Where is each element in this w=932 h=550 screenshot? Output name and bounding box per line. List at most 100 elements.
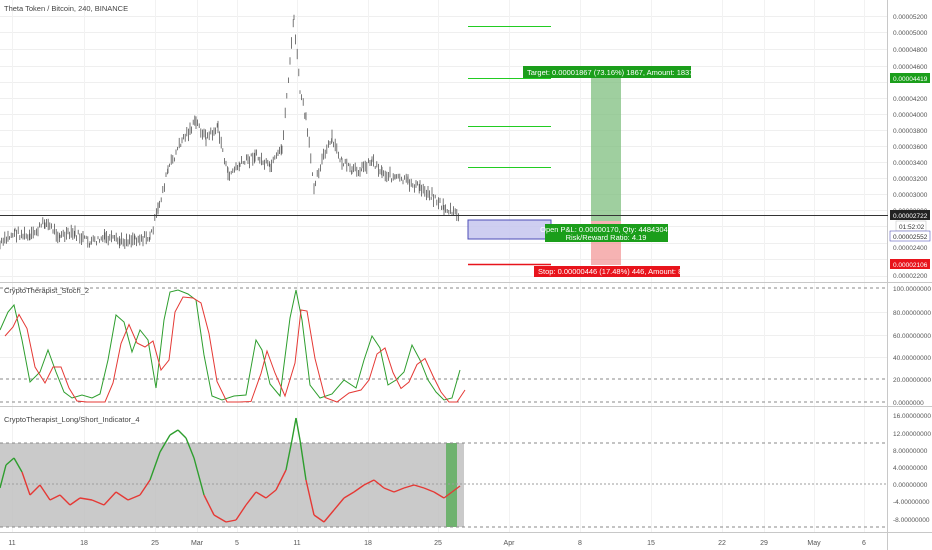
longshort-axis-label: 12.00000000 (893, 431, 931, 438)
time-label: 18 (364, 540, 372, 547)
open-pl-box[interactable] (545, 224, 668, 242)
stoch-axis-label: 20.00000000 (893, 377, 931, 384)
time-label: Mar (191, 540, 204, 547)
longshort-axis-label: -4.00000000 (893, 499, 930, 506)
horizontal-target-lines[interactable] (468, 26, 551, 168)
entry-price-tag (889, 230, 931, 242)
price-label: 0.00003400 (893, 160, 928, 167)
longshort-segment (353, 484, 365, 493)
longshort-axis-label: 0.00000000 (893, 482, 928, 489)
longshort-segment (103, 491, 117, 506)
stoch-title: CryptoTherapist_Stoch_2 (4, 286, 89, 295)
longshort-segment (5, 457, 15, 466)
longshort-line (0, 417, 461, 523)
longshort-segment (203, 494, 215, 516)
price-label: 0.00005200 (893, 14, 928, 21)
longshort-segment (115, 491, 129, 501)
longshort-segment (363, 479, 375, 486)
time-label: 8 (578, 540, 582, 547)
stop-label-box[interactable] (534, 266, 680, 277)
long-signal-bar (446, 443, 457, 527)
longshort-segment (139, 479, 151, 496)
longshort-axis-label: 8.00000000 (893, 448, 928, 455)
time-label: 25 (151, 540, 159, 547)
stoch-axis-label: 40.00000000 (893, 355, 931, 362)
time-label: 25 (434, 540, 442, 547)
risk-reward-label: Risk/Reward Ratio: 4.19 (566, 233, 647, 242)
price-pane[interactable] (0, 0, 888, 282)
longshort-axis[interactable]: 16.00000000 12.00000000 8.00000000 4.000… (893, 413, 931, 524)
time-label: May (807, 540, 821, 547)
entry-box[interactable] (467, 219, 552, 240)
longshort-segment (59, 494, 71, 506)
longshort-segment (29, 484, 41, 496)
longshort-segment (177, 429, 187, 439)
stoch-axis-label: 0.0000000 (893, 400, 924, 407)
stop-price-tag-text: 0.00002106 (893, 262, 928, 269)
last-price-tag (890, 210, 930, 220)
last-price-tag-text: 0.00002722 (893, 213, 928, 220)
longshort-segment (213, 514, 227, 523)
longshort-segment (333, 497, 345, 511)
time-label: 5 (235, 540, 239, 547)
longshort-axis-label: 16.00000000 (893, 413, 931, 420)
longshort-segment (443, 491, 453, 499)
stoch-axis-label: 80.00000000 (893, 310, 931, 317)
longshort-segment (13, 457, 23, 473)
longshort-segment (149, 451, 161, 481)
price-label: 0.00004600 (893, 64, 928, 71)
time-label: 18 (80, 540, 88, 547)
longshort-segment (393, 487, 405, 493)
longshort-segment (235, 504, 247, 521)
longshort-segment (185, 437, 195, 459)
price-label: 0.00003000 (893, 192, 928, 199)
stop-price-tag (890, 259, 930, 269)
profit-zone[interactable] (591, 78, 621, 221)
longshort-segment (291, 417, 297, 441)
longshort-segment (295, 417, 301, 441)
longshort-range-zone (0, 443, 464, 527)
stoch-axis[interactable]: 100.0000000 80.00000000 60.00000000 40.0… (893, 286, 931, 407)
longshort-axis-label: -8.00000000 (893, 517, 930, 524)
time-label: 29 (760, 540, 768, 547)
time-label: 15 (647, 540, 655, 547)
target-price-tag-text: 0.00004419 (893, 76, 928, 83)
longshort-title: CryptoTherapist_Long/Short_Indicator_4 (4, 415, 140, 424)
price-label: 0.00005000 (893, 30, 928, 37)
longshort-segment (39, 484, 51, 501)
longshort-segment (323, 509, 335, 523)
longshort-segment (373, 479, 385, 489)
longshort-segment (127, 494, 141, 501)
longshort-segment (69, 497, 81, 506)
longshort-segment (451, 485, 461, 493)
price-label: 0.00003600 (893, 144, 928, 151)
longshort-segment (403, 484, 415, 489)
time-label: Apr (504, 540, 516, 547)
longshort-segment (0, 464, 7, 489)
price-label: 0.00002400 (893, 245, 928, 252)
longshort-segment (305, 479, 315, 516)
stoch-pane[interactable] (0, 283, 888, 406)
stoch-axis-label: 60.00000000 (893, 333, 931, 340)
target-label: Target: 0.00001867 (73.16%) 1867, Amount… (527, 68, 704, 77)
stop-label: Stop: 0.00000446 (17.48%) 446, Amount: 8… (538, 267, 691, 276)
stoch-d-line (4, 296, 466, 403)
longshort-segment (383, 487, 395, 493)
time-label: 6 (862, 540, 866, 547)
target-label-box[interactable] (523, 66, 691, 78)
open-pl-label: Open P&L: 0.00000170, Qty: 44843049 (540, 225, 672, 234)
longshort-segment (193, 457, 205, 496)
longshort-segment (49, 494, 61, 501)
countdown-text: 01:52:02 (899, 224, 925, 231)
longshort-segment (313, 514, 325, 523)
price-label: 0.00004000 (893, 112, 928, 119)
time-label: 11 (8, 540, 15, 547)
longshort-segment (225, 519, 237, 523)
price-label: 0.00004200 (893, 96, 928, 103)
time-axis[interactable]: 11 18 25 Mar 5 11 18 25 Apr 8 15 22 29 M… (8, 540, 866, 547)
longshort-segment (255, 491, 267, 499)
stoch-k-line (0, 289, 461, 401)
price-candles[interactable] (0, 14, 459, 250)
